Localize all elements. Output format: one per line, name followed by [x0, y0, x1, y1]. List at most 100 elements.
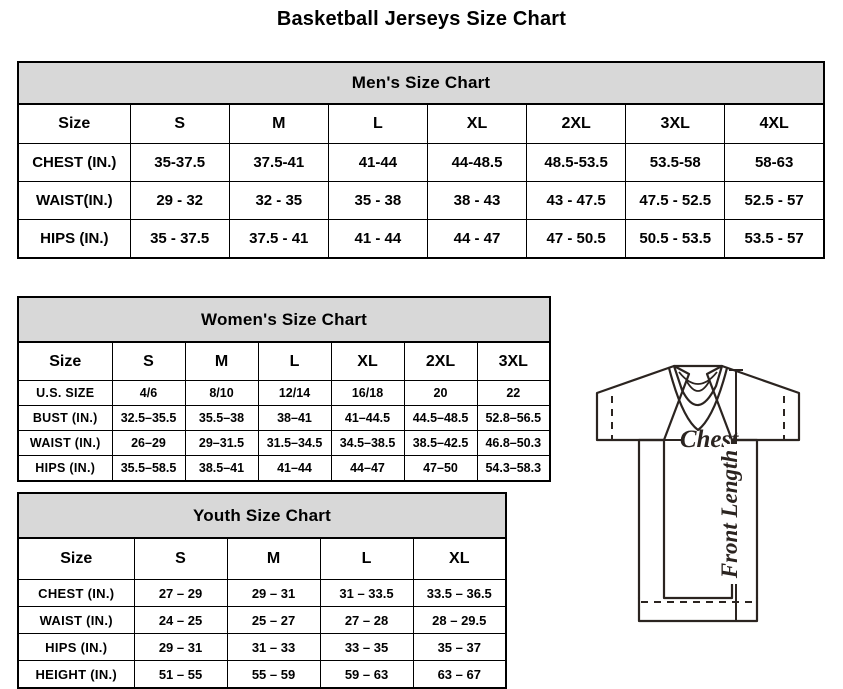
youth-size-chart-table: Youth Size Chart Size S M L XL CHEST (IN… [17, 492, 508, 689]
table-row: WAIST (IN.) 24 – 25 25 – 27 27 – 28 28 –… [17, 606, 507, 634]
womens-hips-3xl: 54.3–58.3 [476, 455, 551, 482]
jersey-shoulder-left-icon [637, 438, 666, 600]
jersey-collar-inner-icon [685, 379, 711, 392]
womens-size-label: Size [17, 341, 113, 381]
youth-height-m: 55 – 59 [226, 660, 321, 689]
mens-chest-m: 37.5-41 [228, 143, 329, 182]
mens-chest-2xl: 48.5-53.5 [526, 143, 627, 182]
mens-header-row: Size S M L XL 2XL 3XL 4XL [17, 103, 825, 144]
womens-col-xl: XL [330, 341, 405, 381]
mens-size-label: Size [17, 103, 131, 144]
youth-hips-xl: 35 – 37 [412, 633, 507, 661]
mens-chart-banner: Men's Size Chart [17, 61, 825, 105]
youth-header-row: Size S M L XL [17, 537, 507, 580]
womens-waist-2xl: 38.5–42.5 [403, 430, 478, 456]
youth-hips-s: 29 – 31 [133, 633, 228, 661]
womens-waist-xl: 34.5–38.5 [330, 430, 405, 456]
jersey-measurement-diagram: Chest Front Length [556, 344, 840, 666]
mens-waist-s: 29 - 32 [129, 181, 230, 220]
youth-waist-m: 25 – 27 [226, 606, 321, 634]
womens-bust-3xl: 52.8–56.5 [476, 405, 551, 431]
womens-hips-m: 38.5–41 [184, 455, 259, 482]
table-row: HIPS (IN.) 35 - 37.5 37.5 - 41 41 - 44 4… [17, 219, 825, 259]
mens-chest-3xl: 53.5-58 [625, 143, 726, 182]
table-row: HEIGHT (IN.) 51 – 55 55 – 59 59 – 63 63 … [17, 660, 507, 689]
womens-ussize-m: 8/10 [184, 380, 259, 406]
womens-row-label-bust: BUST (IN.) [17, 405, 113, 431]
womens-ussize-xl: 16/18 [330, 380, 405, 406]
mens-col-4xl: 4XL [724, 103, 825, 144]
youth-col-l: L [319, 537, 414, 580]
mens-col-l: L [327, 103, 428, 144]
womens-col-l: L [257, 341, 332, 381]
youth-row-label-waist: WAIST (IN.) [17, 606, 135, 634]
youth-waist-xl: 28 – 29.5 [412, 606, 507, 634]
womens-row-label-waist: WAIST (IN.) [17, 430, 113, 456]
womens-hips-2xl: 47–50 [403, 455, 478, 482]
mens-row-label-hips: HIPS (IN.) [17, 219, 131, 259]
jersey-hem-icon [637, 596, 759, 623]
mens-hips-l: 41 - 44 [327, 219, 428, 259]
table-row: BUST (IN.) 32.5–35.5 35.5–38 38–41 41–44… [17, 405, 551, 431]
mens-row-label-chest: CHEST (IN.) [17, 143, 131, 182]
mens-col-2xl: 2XL [526, 103, 627, 144]
front-length-measure-label: Front Length [717, 450, 742, 579]
womens-bust-2xl: 44.5–48.5 [403, 405, 478, 431]
womens-bust-xl: 41–44.5 [330, 405, 405, 431]
womens-col-m: M [184, 341, 259, 381]
table-row: HIPS (IN.) 29 – 31 31 – 33 33 – 35 35 – … [17, 633, 507, 661]
womens-bust-l: 38–41 [257, 405, 332, 431]
womens-header-row: Size S M L XL 2XL 3XL [17, 341, 551, 381]
womens-col-s: S [111, 341, 186, 381]
jersey-left-sleeve-icon [595, 364, 691, 442]
youth-height-xl: 63 – 67 [412, 660, 507, 689]
youth-chart-banner: Youth Size Chart [17, 492, 507, 539]
table-row: HIPS (IN.) 35.5–58.5 38.5–41 41–44 44–47… [17, 455, 551, 482]
womens-ussize-s: 4/6 [111, 380, 186, 406]
mens-hips-3xl: 50.5 - 53.5 [625, 219, 726, 259]
youth-waist-s: 24 – 25 [133, 606, 228, 634]
mens-chest-l: 41-44 [327, 143, 428, 182]
mens-hips-s: 35 - 37.5 [129, 219, 230, 259]
youth-col-m: M [226, 537, 321, 580]
mens-col-s: S [129, 103, 230, 144]
youth-height-l: 59 – 63 [319, 660, 414, 689]
table-row: WAIST (IN.) 26–29 29–31.5 31.5–34.5 34.5… [17, 430, 551, 456]
page-title: Basketball Jerseys Size Chart [276, 8, 567, 30]
table-row: WAIST(IN.) 29 - 32 32 - 35 35 - 38 38 - … [17, 181, 825, 220]
front-length-label-backdrop [724, 444, 750, 584]
youth-size-label: Size [17, 537, 135, 580]
womens-size-chart-table: Women's Size Chart Size S M L XL 2XL 3XL… [17, 296, 552, 482]
mens-hips-xl: 44 - 47 [426, 219, 528, 259]
mens-hips-4xl: 53.5 - 57 [724, 219, 825, 259]
youth-row-label-height: HEIGHT (IN.) [17, 660, 135, 689]
mens-waist-4xl: 52.5 - 57 [724, 181, 825, 220]
youth-hips-l: 33 – 35 [319, 633, 414, 661]
womens-chart-banner: Women's Size Chart [17, 296, 551, 343]
womens-waist-l: 31.5–34.5 [257, 430, 332, 456]
mens-waist-xl: 38 - 43 [426, 181, 528, 220]
womens-waist-m: 29–31.5 [184, 430, 259, 456]
jersey-collar-mid-icon [678, 371, 718, 385]
womens-bust-m: 35.5–38 [184, 405, 259, 431]
youth-chest-s: 27 – 29 [133, 579, 228, 607]
womens-waist-3xl: 46.8–50.3 [476, 430, 551, 456]
mens-waist-3xl: 47.5 - 52.5 [625, 181, 726, 220]
womens-hips-s: 35.5–58.5 [111, 455, 186, 482]
womens-col-2xl: 2XL [403, 341, 478, 381]
mens-col-3xl: 3XL [625, 103, 726, 144]
mens-waist-l: 35 - 38 [327, 181, 428, 220]
mens-hips-m: 37.5 - 41 [228, 219, 329, 259]
table-row: U.S. SIZE 4/6 8/10 12/14 16/18 20 22 [17, 380, 551, 406]
mens-chest-xl: 44-48.5 [426, 143, 528, 182]
jersey-collar-outer-icon [672, 364, 724, 407]
youth-chest-xl: 33.5 – 36.5 [412, 579, 507, 607]
womens-bust-s: 32.5–35.5 [111, 405, 186, 431]
womens-hips-xl: 44–47 [330, 455, 405, 482]
youth-col-s: S [133, 537, 228, 580]
mens-chest-s: 35-37.5 [129, 143, 230, 182]
womens-row-label-hips: HIPS (IN.) [17, 455, 113, 482]
mens-size-chart-table: Men's Size Chart Size S M L XL 2XL 3XL 4… [17, 61, 825, 259]
womens-ussize-l: 12/14 [257, 380, 332, 406]
table-row: CHEST (IN.) 35-37.5 37.5-41 41-44 44-48.… [17, 143, 825, 182]
